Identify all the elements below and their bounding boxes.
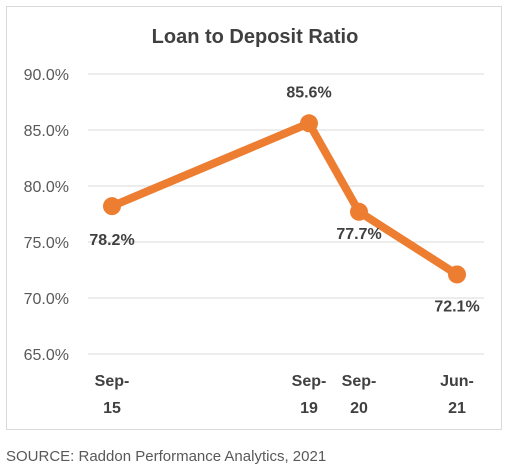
y-tick-label: 80.0% <box>24 179 69 196</box>
data-label: 85.6% <box>286 84 331 101</box>
x-tick-label: Jun- <box>440 373 474 390</box>
data-point <box>448 265 466 284</box>
y-tick-label: 85.0% <box>24 123 69 140</box>
x-tick-label: 15 <box>103 400 121 417</box>
data-label: 77.7% <box>336 226 381 243</box>
y-tick-label: 75.0% <box>24 235 69 252</box>
series-line-path <box>108 119 461 279</box>
source-note: SOURCE: Raddon Performance Analytics, 20… <box>6 448 327 465</box>
x-tick-label: 20 <box>350 400 368 417</box>
series-points <box>103 114 466 284</box>
data-point <box>350 202 368 221</box>
data-point <box>300 114 318 133</box>
chart-title: Loan to Deposit Ratio <box>152 26 359 48</box>
x-tick-label: 21 <box>448 400 466 417</box>
y-tick-label: 70.0% <box>24 291 69 308</box>
data-label: 78.2% <box>89 232 134 249</box>
x-tick-label: Sep- <box>95 373 130 390</box>
data-point <box>103 197 121 216</box>
y-axis-ticks: 65.0% 70.0% 75.0% 80.0% 85.0% 90.0% <box>24 67 69 364</box>
y-tick-label: 65.0% <box>24 347 69 364</box>
x-tick-label: Sep- <box>292 373 327 390</box>
x-tick-label: Sep- <box>342 373 377 390</box>
chart-frame <box>6 6 502 430</box>
x-axis-ticks: Sep- 15 Sep- 19 Sep- 20 Jun- 21 <box>95 373 474 417</box>
series-line <box>108 119 461 279</box>
data-label: 72.1% <box>434 298 479 315</box>
data-labels: 78.2% 85.6% 77.7% 72.1% <box>89 84 479 315</box>
y-tick-label: 90.0% <box>24 67 69 84</box>
gridlines <box>88 73 484 355</box>
x-tick-label: 19 <box>300 400 318 417</box>
